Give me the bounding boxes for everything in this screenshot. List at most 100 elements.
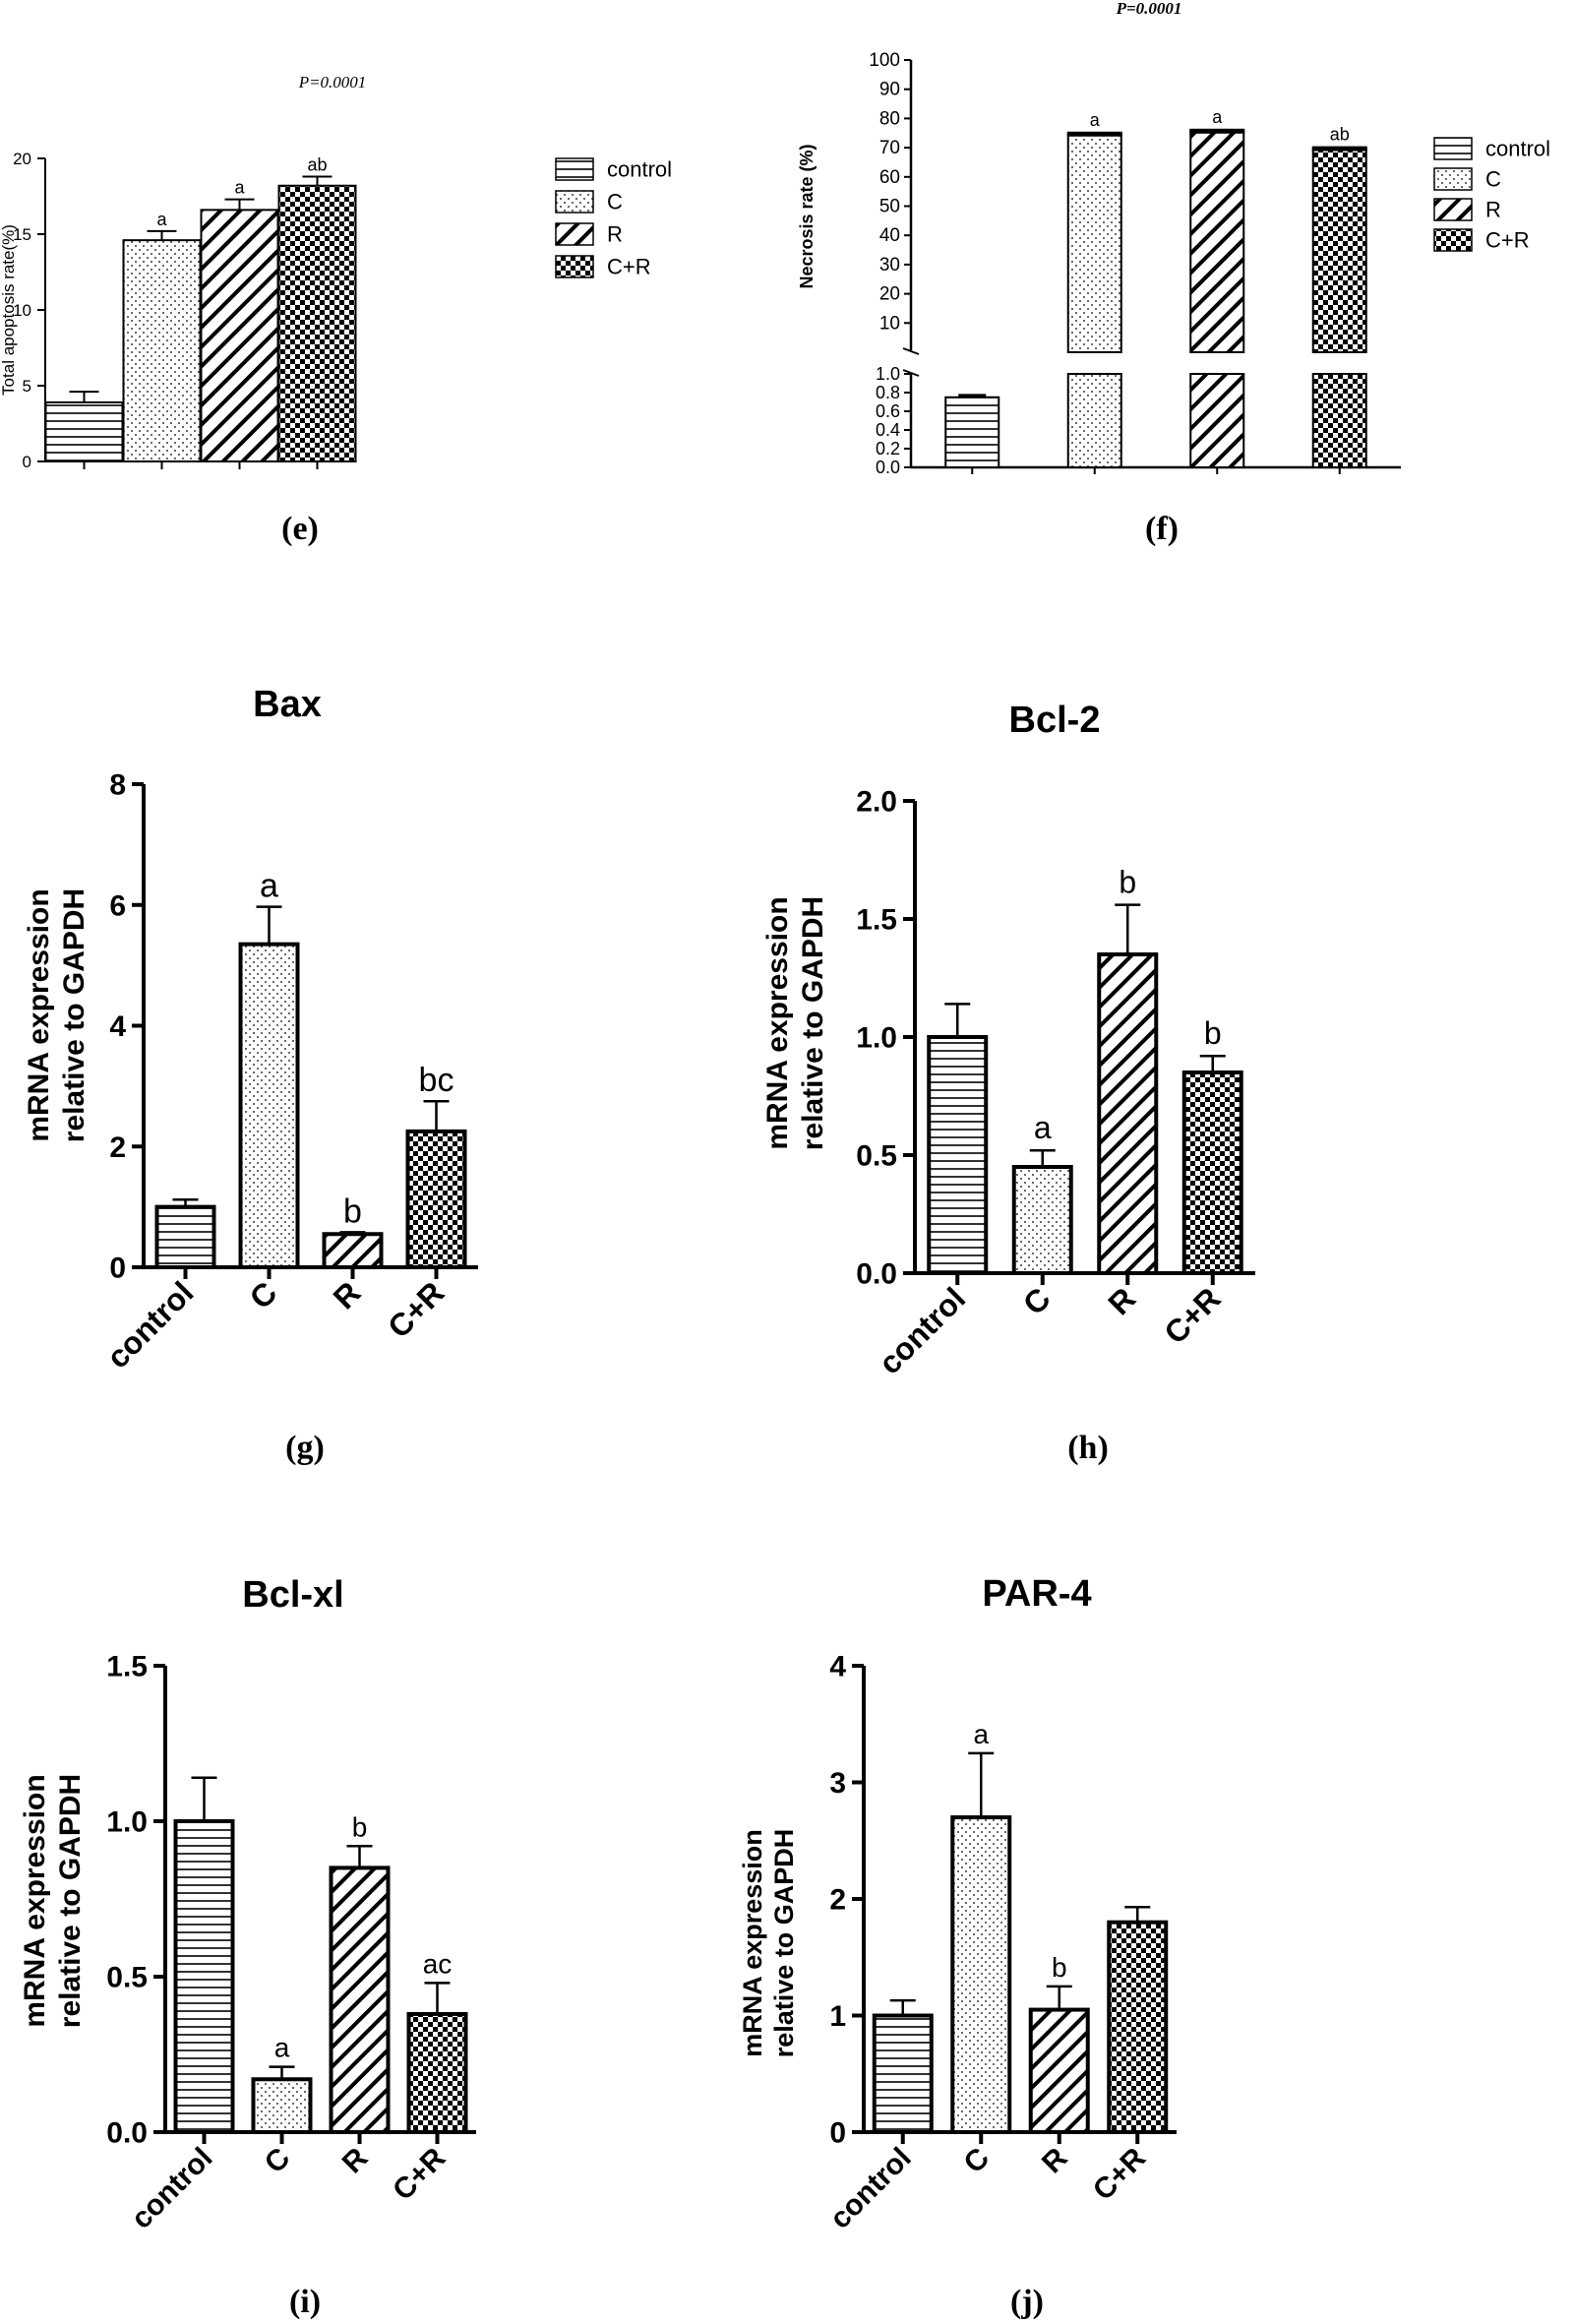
panel-j-y-axis-label-line1: mRNA expression — [738, 1829, 767, 2057]
panel-i-significance-3: ac — [423, 1948, 453, 1979]
panel-f-legend-swatch-2 — [1433, 198, 1473, 221]
panel-i-y-tick-label-1: 0.5 — [106, 1962, 148, 1994]
panel-e-bar-control — [44, 400, 124, 463]
panel-e-bar-R — [200, 209, 279, 462]
panel-f-significance-3: ab — [1330, 125, 1350, 145]
panel-e-legend-swatch-1 — [555, 190, 594, 214]
panel-f-upper-y-tick-label-4: 50 — [879, 197, 900, 217]
panel-h-y-axis-label-line2: relative to GAPDH — [797, 896, 829, 1150]
panel-j-significance-2: b — [1052, 1952, 1067, 1983]
panel-j-y-tick-label-4: 4 — [829, 1651, 846, 1683]
panel-j-y-axis-label-line2: relative to GAPDH — [769, 1829, 799, 2058]
panel-i-x-tick-label-2: R — [336, 2141, 375, 2179]
panel-g-significance-3: bc — [419, 1062, 454, 1099]
panel-g-y-axis-label-line1: mRNA expression — [23, 888, 55, 1141]
panel-e-legend-swatch-2 — [555, 222, 594, 246]
panel-e-y-tick-label-1: 5 — [23, 377, 31, 396]
panel-h-bar-C — [1011, 1165, 1073, 1275]
panel-j-label: (j) — [1010, 2284, 1044, 2320]
panel-g: Bax mRNA expression relative to GAPDH 0 2… — [23, 684, 478, 1466]
panel-e-bar-C+R — [277, 184, 357, 462]
panel-j-significance-1: a — [973, 1719, 989, 1749]
panel-g-x-tick-label-2: R — [327, 1274, 368, 1315]
panel-j-x-tick-label-0: control — [823, 2142, 917, 2235]
panel-h-y-tick-label-4: 2.0 — [856, 786, 897, 819]
panel-i-title: Bcl-xl — [242, 1574, 343, 1616]
panel-h-bar-control — [927, 1035, 989, 1275]
panel-g-bar-C+R — [405, 1129, 467, 1269]
panel-h-significance-3: b — [1204, 1015, 1222, 1051]
panel-i-x-tick-label-0: control — [125, 2142, 218, 2235]
panel-h-y-tick-label-0: 0.0 — [856, 1258, 897, 1291]
panel-f-upper-y-tick-label-9: 100 — [869, 50, 900, 71]
panel-f-lower-y-tick-label-1: 0.2 — [876, 439, 900, 459]
panel-e-legend-label-0: control — [607, 157, 672, 182]
panel-e-y-tick-label-2: 10 — [13, 301, 31, 320]
panel-j-y-tick-label-0: 0 — [829, 2117, 846, 2150]
panel-g-x-tick-label-0: control — [99, 1274, 200, 1375]
panel-i-label: (i) — [289, 2284, 321, 2320]
panel-e-significance-2: a — [234, 178, 245, 198]
panel-i-bar-C+R — [406, 2011, 468, 2135]
panel-i-y-axis-label-line2: relative to GAPDH — [54, 1774, 87, 2028]
panel-f: P=0.0001 Necrosis rate (%) 10 20 30 40 50 60 7… — [797, 0, 1550, 547]
panel-e-legend-label-3: C+R — [607, 255, 651, 279]
panel-g-x-tick-label-1: C — [243, 1274, 284, 1315]
panel-h-x-tick-label-0: control — [872, 1280, 972, 1380]
panel-e-legend-swatch-3 — [555, 255, 594, 278]
panel-f-upper-y-tick-label-3: 40 — [879, 225, 900, 246]
panel-h-y-axis-label-line1: mRNA expression — [761, 896, 794, 1149]
panel-f-bar-R-lower — [1189, 373, 1245, 468]
panel-j-bar-C+R — [1107, 1920, 1169, 2134]
panel-e-legend-label-2: R — [607, 222, 623, 247]
panel-h-title: Bcl-2 — [1009, 700, 1101, 741]
panel-f-p-value: P=0.0001 — [1116, 0, 1182, 18]
panel-i-x-tick-label-3: C+R — [387, 2141, 453, 2207]
panel-g-y-tick-label-3: 6 — [109, 889, 126, 922]
panel-f-upper-y-tick-label-1: 20 — [879, 284, 900, 305]
panel-e-legend-swatch-0 — [555, 157, 594, 181]
panel-g-x-tick-label-3: C+R — [381, 1274, 451, 1344]
panel-f-bar-C+R-lower — [1311, 373, 1367, 468]
panel-g-label: (g) — [285, 1430, 325, 1466]
panel-e-y-tick-label-0: 0 — [23, 453, 31, 471]
panel-f-legend-label-0: control — [1485, 137, 1550, 161]
panel-g-bar-R — [322, 1232, 384, 1270]
panel-f-bar-C+R — [1311, 148, 1367, 353]
panel-g-bar-control — [154, 1204, 216, 1269]
panel-f-lower-y-tick-label-3: 0.6 — [876, 401, 900, 421]
panel-i-y-tick-label-2: 1.0 — [106, 1806, 148, 1839]
panel-e-p-value: P=0.0001 — [298, 73, 367, 92]
panel-i-significance-2: b — [352, 1811, 368, 1842]
panel-i-bar-R — [329, 1865, 391, 2135]
panel-f-legend-label-1: C — [1485, 167, 1501, 192]
panel-i-y-axis-label-line1: mRNA expression — [19, 1774, 51, 2027]
panel-e: P=0.0001 Total apoptosis rate(%) 0 5 10 15 2… — [0, 73, 672, 547]
panel-f-axis-break-upper — [902, 347, 920, 355]
panel-h: Bcl-2 mRNA expression relative to GAPDH … — [761, 700, 1255, 1466]
panel-g-y-tick-label-2: 4 — [109, 1010, 126, 1043]
panel-h-y-tick-label-3: 1.5 — [856, 904, 897, 937]
panel-f-legend-swatch-1 — [1433, 167, 1473, 191]
panel-j-bar-control — [872, 2013, 934, 2134]
panel-i: Bcl-xl mRNA expression relative to GAPDH… — [19, 1574, 476, 2320]
panel-j-x-tick-label-3: C+R — [1087, 2141, 1153, 2207]
panel-h-label: (h) — [1067, 1430, 1109, 1466]
panel-g-title: Bax — [253, 684, 322, 725]
panel-j-y-tick-label-2: 2 — [829, 1884, 846, 1917]
panel-f-bar-C — [1066, 133, 1122, 353]
panel-f-bar-control — [944, 396, 1000, 468]
panel-g-y-tick-label-4: 8 — [109, 769, 126, 802]
panel-f-lower-y-tick-label-5: 1.0 — [876, 364, 900, 384]
panel-h-x-tick-label-2: R — [1101, 1280, 1142, 1321]
panel-f-error-bar-1 — [1066, 131, 1122, 137]
panel-g-bar-C — [238, 942, 300, 1269]
panel-f-legend-swatch-0 — [1433, 137, 1473, 160]
panel-j-y-tick-label-3: 3 — [829, 1767, 846, 1800]
panel-f-significance-1: a — [1090, 110, 1101, 130]
panel-i-y-tick-label-3: 1.5 — [106, 1651, 148, 1683]
panel-f-label: (f) — [1145, 511, 1179, 547]
panel-g-y-tick-label-0: 0 — [109, 1253, 126, 1285]
panel-e-label: (e) — [281, 511, 319, 547]
panel-e-y-tick-label-3: 15 — [13, 225, 31, 244]
